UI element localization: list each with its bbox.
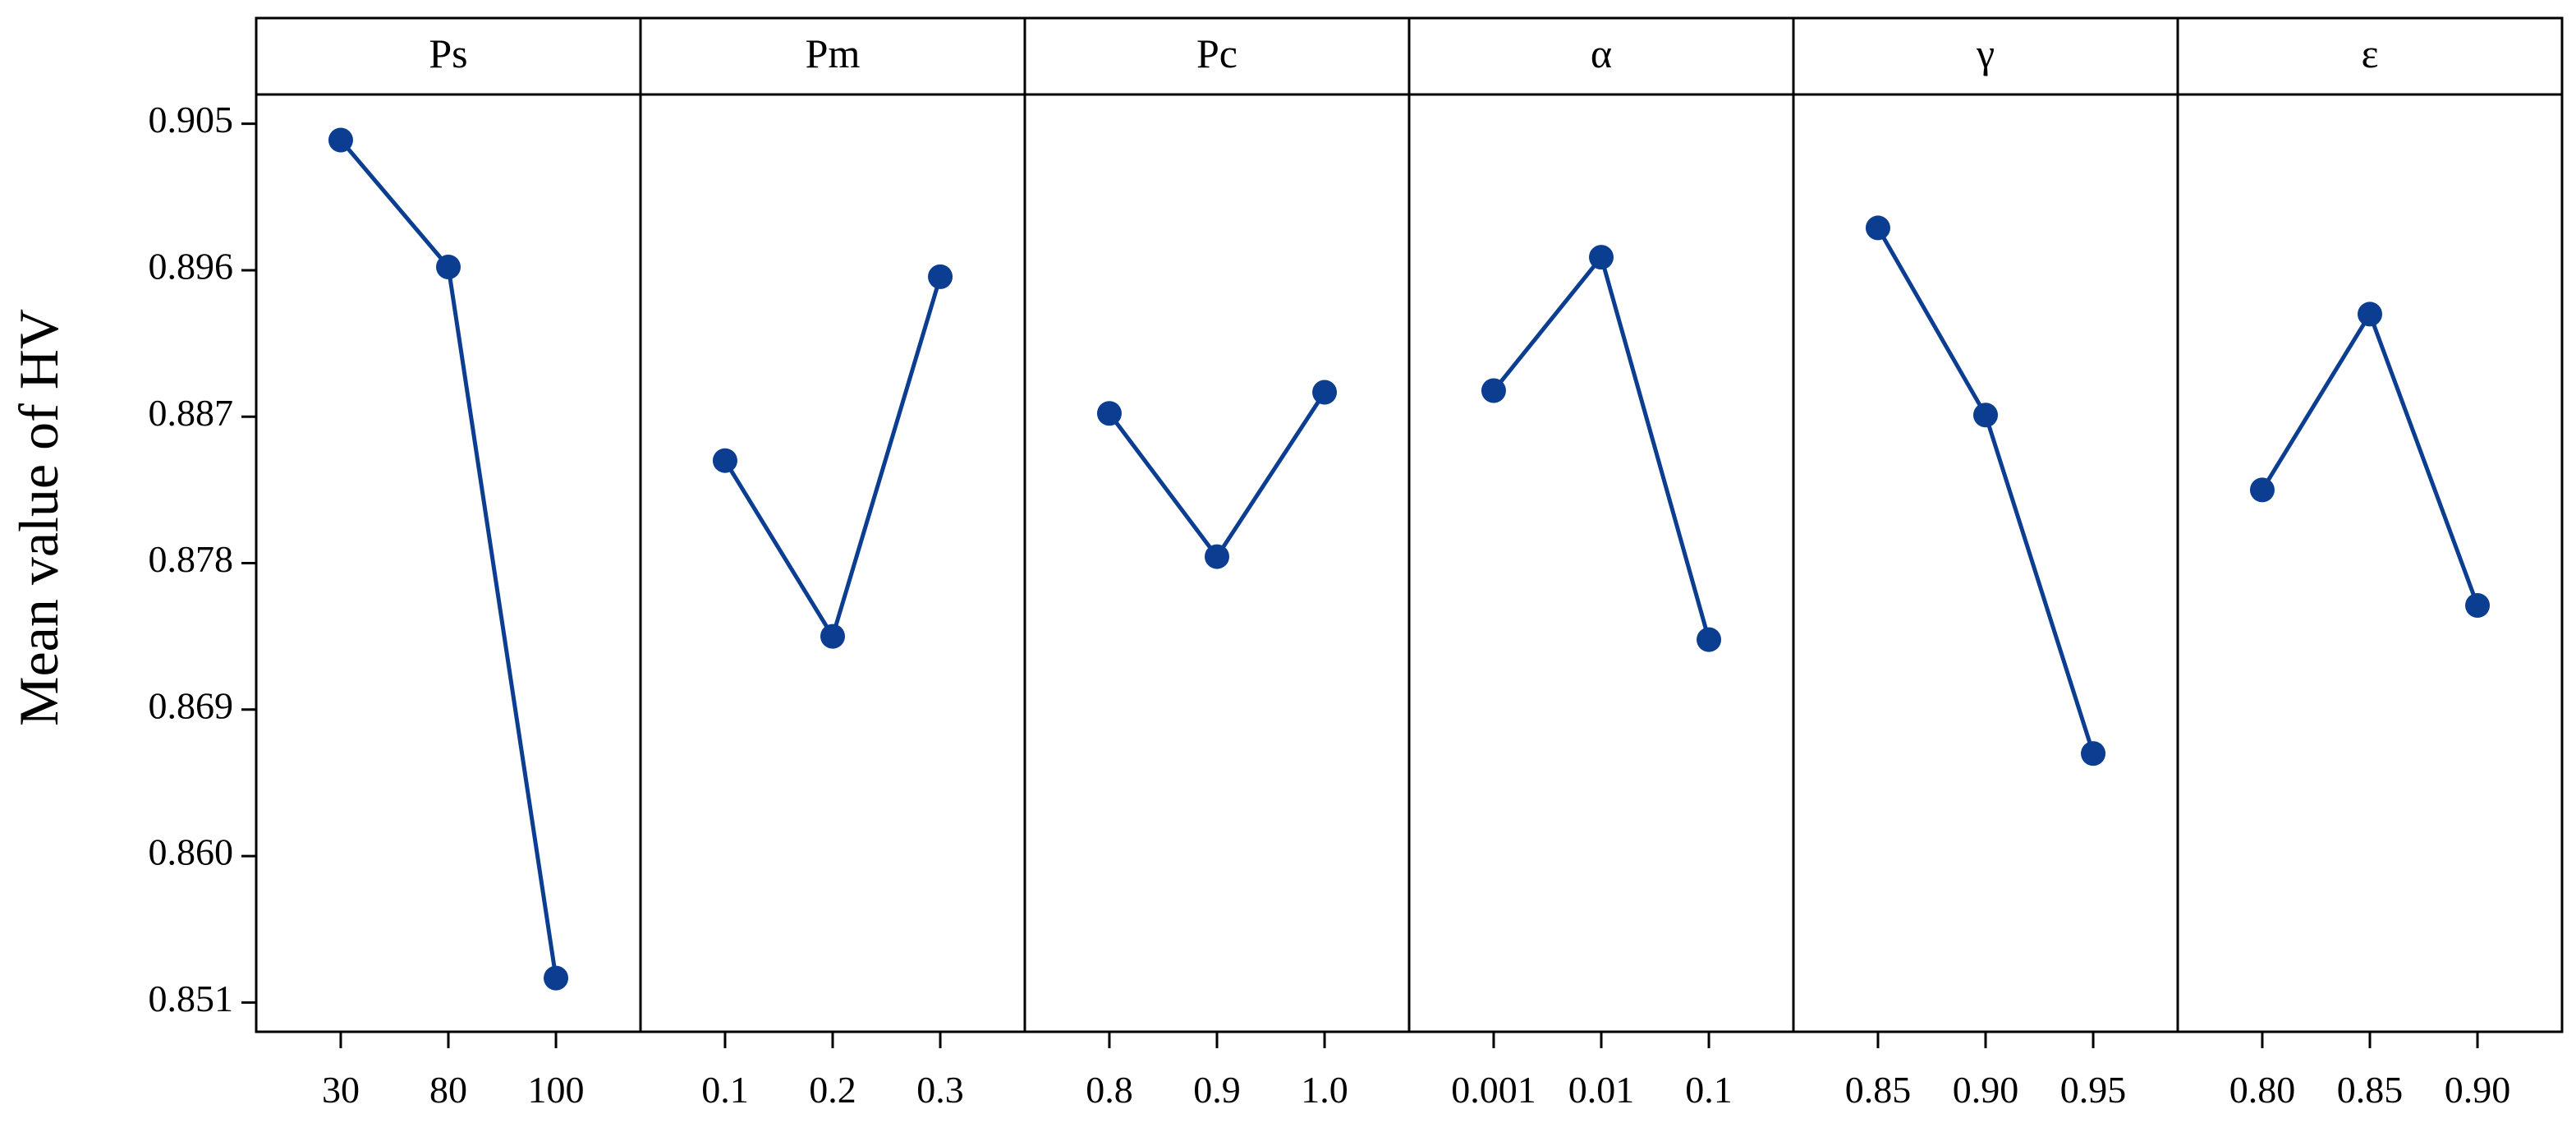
data-point (2465, 593, 2491, 619)
x-tick-label: 1.0 (1301, 1069, 1348, 1111)
data-point (2249, 477, 2275, 503)
data-point (1312, 380, 1338, 405)
x-tick-label: 0.85 (2337, 1069, 2404, 1111)
data-point (712, 448, 737, 473)
marks-group (328, 127, 2491, 991)
panel-title: γ (1976, 30, 1995, 76)
data-point (928, 264, 953, 289)
panel-title: Pc (1196, 30, 1237, 76)
data-point (1205, 544, 1229, 569)
y-tick-label: 0.869 (149, 684, 234, 726)
data-point (328, 127, 353, 153)
axes-group: 0.851 0.860 0.869 0.878 0.887 0.896 0.905 (149, 16, 2564, 1033)
x-tick-label: 100 (528, 1069, 585, 1111)
series-line (2260, 311, 2480, 606)
x-tick-label: 30 (322, 1069, 360, 1111)
data-point (1481, 378, 1506, 403)
panel-title: Pm (806, 30, 861, 76)
x-tick-label: 0.001 (1451, 1069, 1536, 1111)
data-point (2358, 301, 2382, 327)
x-tick-label: 0.90 (2445, 1069, 2511, 1111)
panel-title: α (1591, 30, 1612, 76)
data-point (1973, 403, 1998, 428)
y-tick-label: 0.905 (149, 99, 234, 140)
x-tick-label: 0.95 (2060, 1069, 2127, 1111)
y-tick-label: 0.860 (149, 831, 234, 873)
y-tick-label: 0.896 (149, 246, 234, 288)
x-tick-label: 0.90 (1953, 1069, 2019, 1111)
data-point (2081, 741, 2106, 766)
x-tick-label: 80 (429, 1069, 467, 1111)
y-axis-label: Mean value of HV (7, 309, 70, 726)
x-tick-label: 0.3 (916, 1069, 964, 1111)
panel-title: ε (2362, 30, 2379, 76)
panel-title: Ps (429, 30, 467, 76)
x-tick-label: 0.85 (1845, 1069, 1912, 1111)
series-line (723, 276, 943, 639)
x-tick-label: 0.80 (2229, 1069, 2296, 1111)
x-tick-label: 0.01 (1568, 1069, 1635, 1111)
data-point (1865, 215, 1890, 241)
x-tick-label: 0.9 (1193, 1069, 1241, 1111)
series-line (1107, 391, 1327, 559)
x-tick-label: 0.2 (809, 1069, 856, 1111)
y-tick-label: 0.887 (149, 392, 234, 434)
data-point (544, 965, 569, 991)
x-tick-label: 0.1 (701, 1069, 749, 1111)
x-tick-label: 0.1 (1685, 1069, 1733, 1111)
data-point (1589, 245, 1614, 270)
data-point (436, 254, 461, 279)
y-tick-label: 0.851 (149, 978, 234, 1019)
data-point (820, 624, 845, 649)
series-line (1492, 255, 1711, 641)
data-point (1096, 401, 1122, 426)
series-line (1876, 227, 2096, 755)
x-tick-label: 0.8 (1086, 1069, 1133, 1111)
panels-group: Ps 30 80 100 Pm 0.1 0.2 0.3 Pc 0.8 0.9 1.0 α 0.001 0.0… (322, 18, 2510, 1111)
y-tick-label: 0.878 (149, 538, 234, 580)
data-point (1697, 627, 1722, 652)
